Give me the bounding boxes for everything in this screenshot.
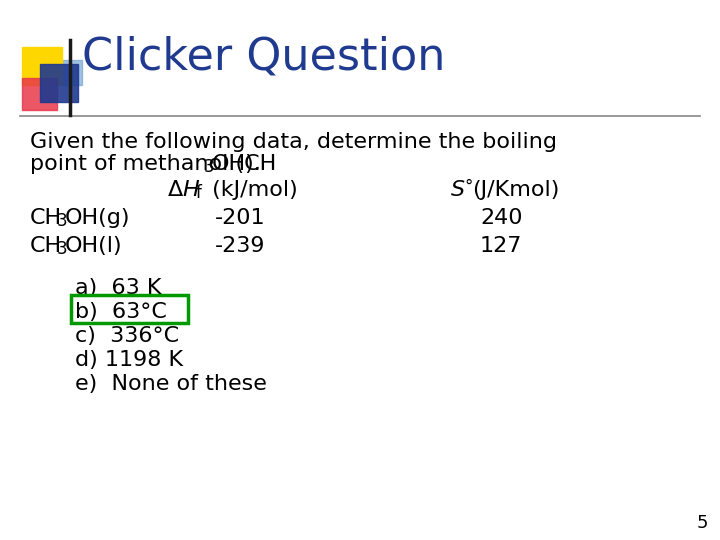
Bar: [22, 47, 62, 85]
Text: f: f: [196, 184, 202, 202]
Text: 3: 3: [204, 158, 215, 176]
Text: $\mathit{S}$: $\mathit{S}$: [450, 180, 465, 200]
Bar: [40, 64, 78, 102]
Text: Clicker Question: Clicker Question: [82, 36, 446, 78]
Text: 5: 5: [696, 514, 708, 532]
Text: 240: 240: [480, 208, 523, 228]
Bar: [62, 60, 82, 85]
Text: -201: -201: [215, 208, 266, 228]
Text: -239: -239: [215, 236, 266, 256]
Text: b)  63°C: b) 63°C: [75, 302, 167, 322]
Text: (kJ/mol): (kJ/mol): [205, 180, 298, 200]
Text: 3: 3: [57, 212, 68, 230]
Text: °: °: [464, 178, 472, 196]
Text: Given the following data, determine the boiling: Given the following data, determine the …: [30, 132, 557, 152]
Text: $\mathit{H}$: $\mathit{H}$: [182, 180, 200, 200]
Text: OH(g): OH(g): [65, 208, 130, 228]
Text: d) 1198 K: d) 1198 K: [75, 350, 183, 370]
Bar: [22, 78, 57, 110]
Text: 3: 3: [57, 240, 68, 258]
Text: OH(l): OH(l): [65, 236, 122, 256]
Text: (J/Kmol): (J/Kmol): [472, 180, 559, 200]
Text: CH: CH: [30, 208, 62, 228]
Text: a)  63 K: a) 63 K: [75, 278, 161, 298]
Text: 127: 127: [480, 236, 523, 256]
Text: point of methanol (CH: point of methanol (CH: [30, 154, 276, 174]
Text: OH).: OH).: [212, 154, 262, 174]
Text: c)  336°C: c) 336°C: [75, 326, 179, 346]
Text: Δ: Δ: [168, 180, 184, 200]
Text: CH: CH: [30, 236, 62, 256]
Text: e)  None of these: e) None of these: [75, 374, 267, 394]
